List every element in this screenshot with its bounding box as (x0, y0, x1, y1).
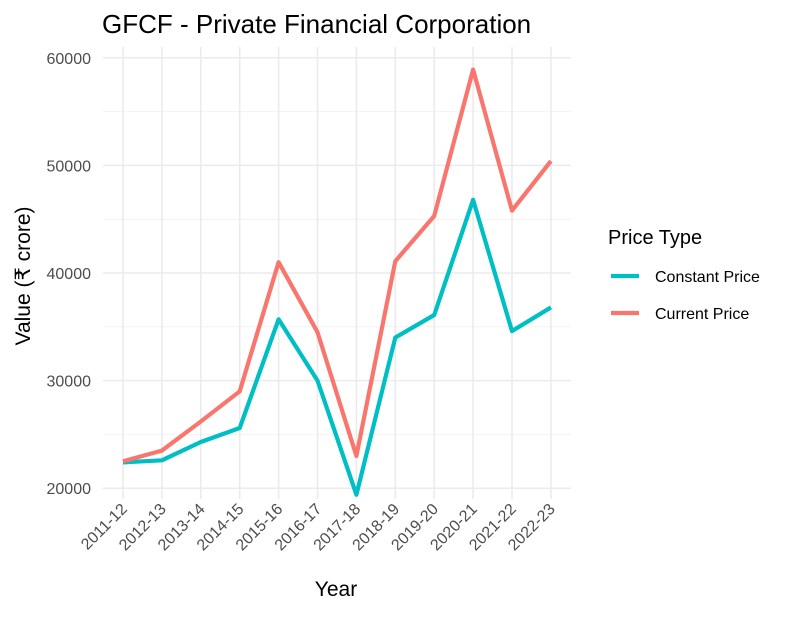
series-line-constant-price (122, 197, 552, 497)
legend-items: Constant Price Current Price (611, 269, 760, 323)
y-tick-label: 40000 (47, 266, 92, 283)
y-axis-title: Value (₹ crore) (12, 206, 35, 345)
series-lines (122, 67, 553, 497)
legend-item: Constant Price (611, 269, 760, 286)
major-gridlines (103, 47, 571, 499)
legend-label: Current Price (655, 306, 749, 323)
y-axis-tick-labels: 20000 30000 40000 50000 60000 (47, 51, 92, 498)
y-tick-label: 50000 (47, 158, 92, 175)
series-line-current-price (122, 67, 553, 464)
legend-label: Constant Price (655, 269, 760, 286)
legend-title: Price Type (608, 227, 702, 249)
y-tick-label: 20000 (47, 481, 92, 498)
x-axis-title: Year (315, 578, 357, 601)
y-tick-label: 30000 (47, 374, 92, 391)
y-tick-label: 60000 (47, 51, 92, 68)
chart-title: GFCF - Private Financial Corporation (102, 9, 531, 39)
x-axis-tick-labels: 2011-122012-132013-142014-152015-162016-… (78, 501, 559, 555)
legend-item: Current Price (611, 306, 749, 323)
legend: Price Type Constant Price Current Price (608, 227, 760, 323)
